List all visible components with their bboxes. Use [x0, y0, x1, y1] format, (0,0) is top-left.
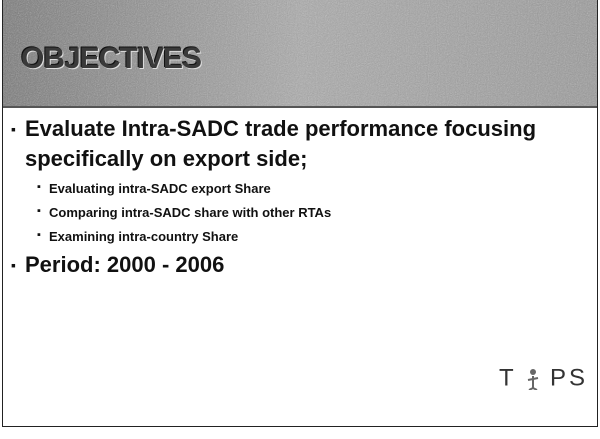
header-rule [3, 106, 597, 108]
sub-bullet-text: Comparing intra-SADC share with other RT… [49, 205, 332, 220]
slide: OBJECTIVES ▪ Evaluate Intra-SADC trade pe… [2, 0, 598, 427]
bullet-text: Evaluate Intra-SADC trade performance fo… [25, 116, 537, 171]
sub-bullet: ▪ Examining intra-country Share [37, 229, 239, 244]
sub-bullet: ▪ Evaluating intra-SADC export Share [37, 181, 271, 196]
logo-figure [528, 368, 539, 391]
sub-bullet-text: Examining intra-country Share [49, 229, 239, 244]
slide-title: OBJECTIVES [21, 42, 202, 75]
logo-text: PS [550, 364, 589, 392]
logo: T PS [499, 364, 588, 393]
sub-bullet-text: Evaluating intra-SADC export Share [49, 181, 271, 196]
bullet: ▪ Evaluate Intra-SADC trade performance f… [11, 116, 537, 171]
header-texture [3, 0, 597, 106]
bullet: ▪ Period: 2000 - 2006 [11, 252, 225, 277]
bullet-text: Period: 2000 - 2006 [25, 252, 225, 277]
sub-bullet: ▪ Comparing intra-SADC share with other R… [37, 205, 332, 220]
logo-text: T [499, 364, 517, 392]
